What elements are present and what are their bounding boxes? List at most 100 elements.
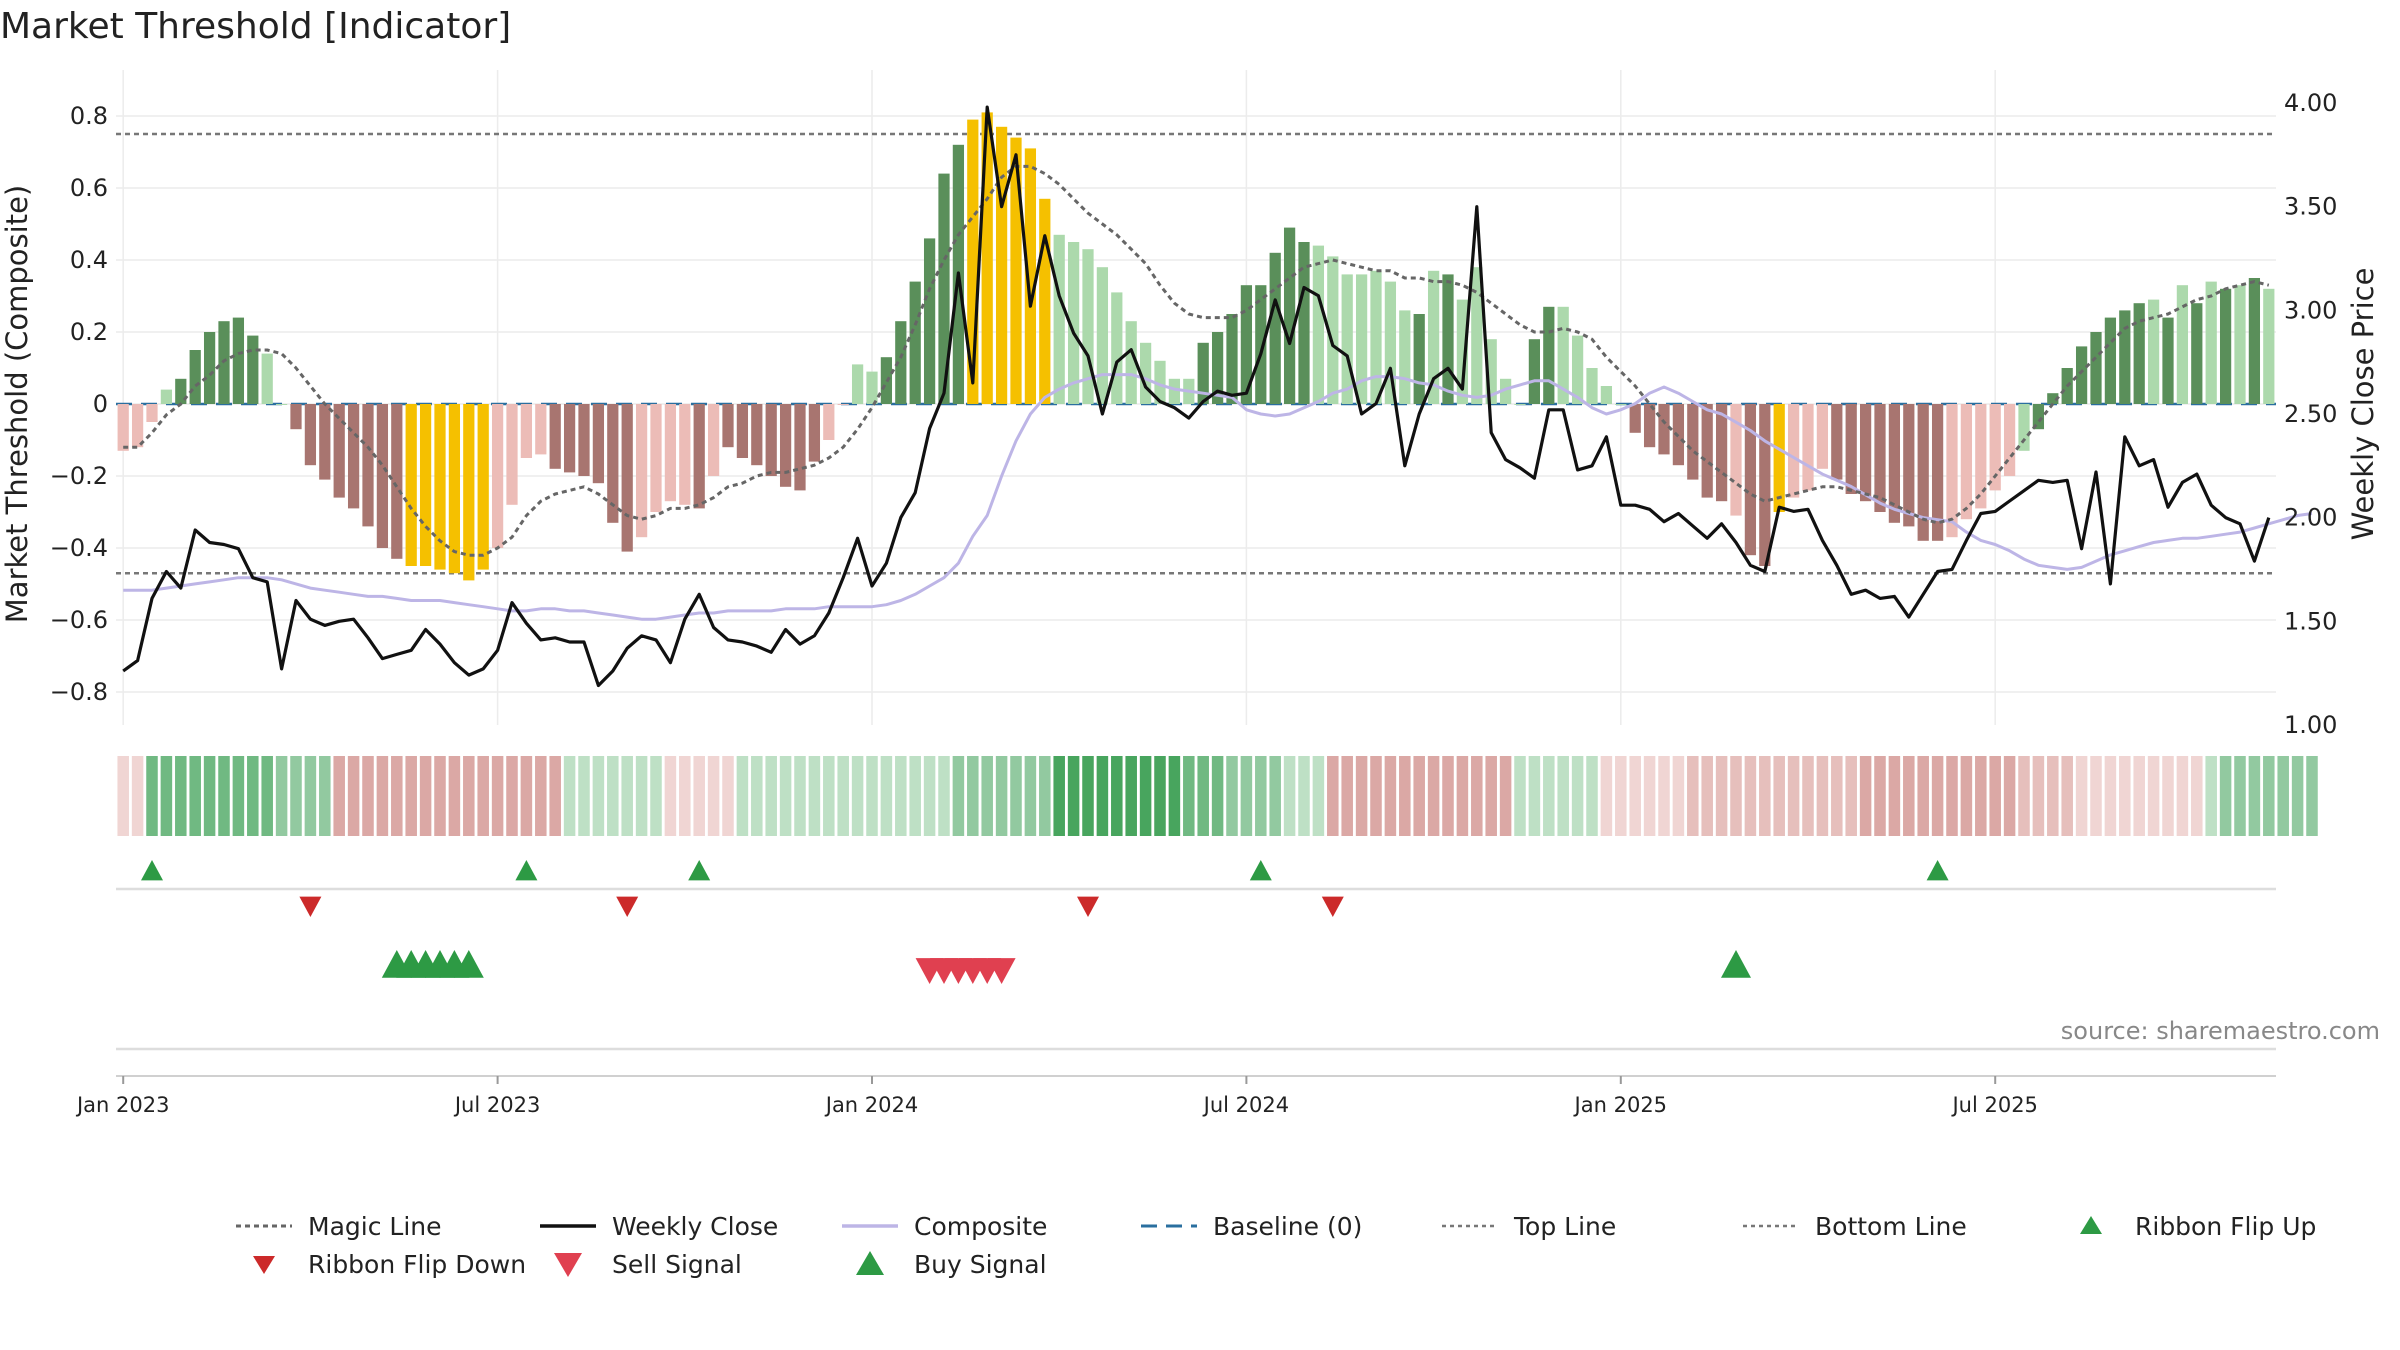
composite-bar bbox=[2047, 393, 2059, 404]
composite-bar bbox=[923, 238, 936, 404]
composite-bar bbox=[1413, 314, 1425, 404]
ribbon-cell bbox=[232, 756, 245, 836]
y-tick-left-label: 0 bbox=[93, 390, 108, 418]
composite-bar bbox=[1931, 404, 1944, 541]
composite-bar bbox=[823, 404, 835, 440]
composite-bar bbox=[2075, 346, 2088, 404]
composite-bar bbox=[722, 404, 734, 448]
ribbon-cell bbox=[1240, 756, 1253, 836]
ribbon-cell bbox=[621, 756, 633, 836]
ribbon-cell bbox=[175, 756, 187, 836]
composite-bar bbox=[2003, 404, 2016, 476]
legend-label: Buy Signal bbox=[914, 1250, 1047, 1279]
y-axis-right-title: Weekly Close Price bbox=[2346, 268, 2380, 541]
ribbon-cell bbox=[1658, 756, 1670, 836]
composite-bar bbox=[1456, 299, 1469, 404]
legend-swatch-ribbon-flip-down bbox=[253, 1256, 275, 1274]
ribbon-cell bbox=[895, 756, 907, 836]
ribbon-cell bbox=[146, 756, 158, 836]
ribbon-cell bbox=[1485, 756, 1497, 836]
legend-item: Ribbon Flip Down bbox=[253, 1250, 526, 1279]
composite-bar bbox=[2090, 332, 2102, 404]
composite-bar bbox=[1139, 342, 1152, 404]
composite-bar bbox=[2263, 288, 2275, 404]
legend-swatch-sell-signal bbox=[554, 1253, 582, 1277]
composite-bar bbox=[1802, 404, 1814, 491]
ribbon-cell bbox=[1931, 756, 1944, 836]
composite-bar bbox=[2119, 310, 2131, 404]
ribbon-cell bbox=[707, 756, 720, 836]
composite-bar bbox=[232, 317, 245, 404]
ribbon-cell bbox=[607, 756, 619, 836]
ribbon-cell bbox=[1471, 756, 1483, 836]
ribbon-cell bbox=[1312, 756, 1325, 836]
ribbon-cell bbox=[189, 756, 201, 836]
ribbon-cell bbox=[664, 756, 677, 836]
ribbon-cell bbox=[1759, 756, 1771, 836]
composite-bar bbox=[1845, 404, 1857, 494]
composite-bar bbox=[895, 321, 907, 404]
composite-bars bbox=[117, 112, 2275, 581]
ribbon-cell bbox=[995, 756, 1008, 836]
composite-bar bbox=[304, 404, 317, 466]
ribbon-cell bbox=[751, 756, 763, 836]
ribbon-cell bbox=[1687, 756, 1699, 836]
legend-label: Baseline (0) bbox=[1213, 1212, 1362, 1241]
composite-bar bbox=[2133, 303, 2145, 404]
legend-label: Bottom Line bbox=[1815, 1212, 1967, 1241]
x-tick-label: Jul 2023 bbox=[453, 1093, 540, 1117]
x-tick-label: Jan 2025 bbox=[1573, 1093, 1668, 1117]
ribbon-cell bbox=[520, 756, 533, 836]
x-axis: Jan 2023 Jul 2023 Jan 2024 Jul 2024 Jan 2025… bbox=[75, 1076, 2038, 1117]
composite-bar bbox=[1240, 285, 1253, 404]
ribbon-cell bbox=[1874, 756, 1886, 836]
composite-bar bbox=[1197, 342, 1209, 404]
ribbon-cell bbox=[1399, 756, 1411, 836]
ribbon-cell bbox=[1067, 756, 1080, 836]
ribbon-cell bbox=[578, 756, 590, 836]
composite-bar bbox=[1053, 234, 1065, 404]
ribbon-cell bbox=[1730, 756, 1742, 836]
ribbon-cell bbox=[463, 756, 475, 836]
ribbon-cell bbox=[1528, 756, 1541, 836]
ribbon-cell bbox=[203, 756, 216, 836]
y-axis-left: 0.8 0.6 0.4 0.2 0 −0.2 −0.4 −0.6 −0.8 bbox=[50, 102, 108, 706]
composite-bar bbox=[1384, 281, 1397, 404]
ribbon-cell bbox=[952, 756, 965, 836]
ribbon-cell bbox=[1917, 756, 1929, 836]
composite-bar bbox=[1643, 404, 1656, 448]
composite-bar bbox=[1888, 404, 1901, 523]
ribbon-cell bbox=[981, 756, 993, 836]
ribbon-cell bbox=[535, 756, 547, 836]
x-tick-label: Jan 2023 bbox=[75, 1093, 170, 1117]
composite-bar bbox=[563, 404, 576, 473]
chart-title: Market Threshold [Indicator] bbox=[0, 6, 511, 47]
composite-bar bbox=[1831, 404, 1843, 480]
composite-bar bbox=[1355, 274, 1368, 404]
y-tick-right-label: 4.00 bbox=[2284, 89, 2337, 117]
ribbon-cell bbox=[376, 756, 389, 836]
ribbon-cell bbox=[2047, 756, 2059, 836]
y-axis-right: 4.00 3.50 3.00 2.50 2.00 1.50 1.00 bbox=[2284, 89, 2337, 739]
composite-bar bbox=[290, 404, 302, 430]
composite-bar bbox=[607, 404, 619, 523]
threshold-lines bbox=[116, 132, 2276, 575]
legend-swatch-ribbon-flip-up bbox=[2080, 1216, 2102, 1234]
ribbon-cell bbox=[1615, 756, 1627, 836]
ribbon-cell bbox=[1586, 756, 1598, 836]
ribbon-cell bbox=[938, 756, 950, 836]
composite-bar bbox=[1744, 404, 1757, 556]
composite-bar bbox=[2032, 404, 2045, 430]
composite-bar bbox=[463, 404, 475, 581]
ribbon-cell bbox=[866, 756, 878, 836]
ribbon-flip-up-marker bbox=[688, 860, 711, 881]
composite-bar bbox=[1859, 404, 1872, 502]
ribbon-cell bbox=[1845, 756, 1857, 836]
composite-bar bbox=[333, 404, 345, 498]
series-lines bbox=[122, 105, 2313, 688]
ribbon-cell bbox=[218, 756, 230, 836]
legend-item: Magic Line bbox=[236, 1212, 442, 1241]
ribbon-cell bbox=[1773, 756, 1785, 836]
ribbon-cell bbox=[448, 756, 461, 836]
